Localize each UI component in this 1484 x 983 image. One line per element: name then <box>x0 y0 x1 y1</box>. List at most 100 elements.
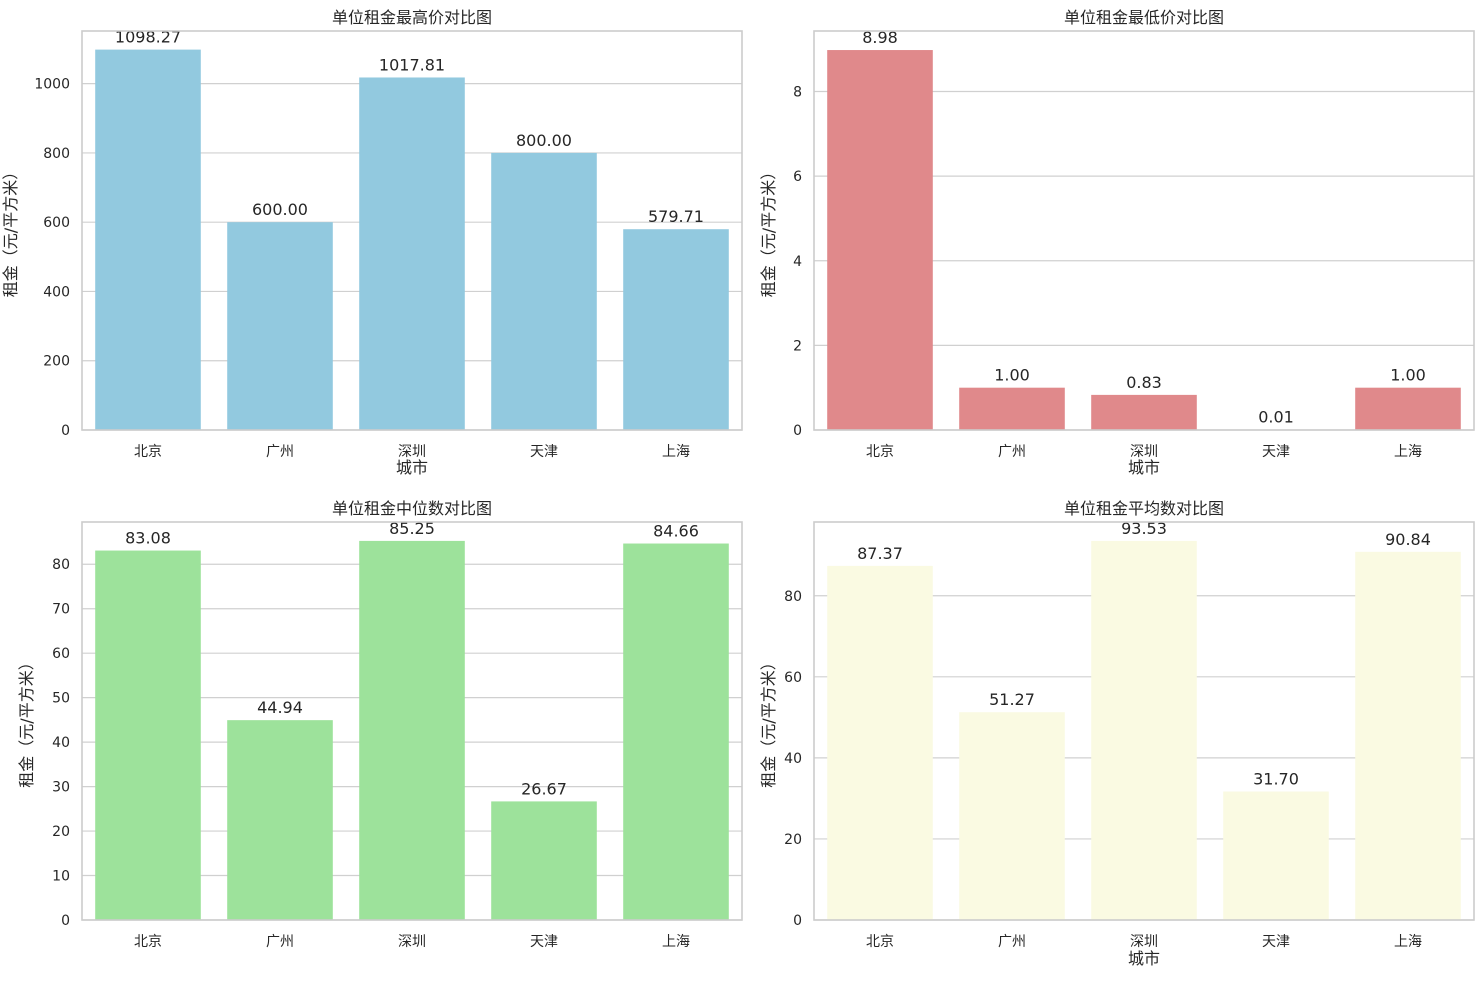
y-tick-label: 0 <box>793 423 802 439</box>
data-label: 1.00 <box>1390 366 1426 385</box>
y-tick-label: 40 <box>52 735 70 751</box>
x-tick-label: 上海 <box>1394 444 1422 460</box>
y-tick-label: 200 <box>43 354 70 370</box>
y-tick-label: 80 <box>784 589 802 605</box>
x-tick-label: 上海 <box>662 444 690 460</box>
data-label: 0.83 <box>1126 373 1162 392</box>
bar <box>1223 791 1329 920</box>
bar <box>491 152 597 430</box>
x-axis-title: 城市 <box>1128 949 1160 968</box>
y-axis-title: 租金（元/平方米） <box>759 164 778 297</box>
x-tick-label: 广州 <box>998 934 1026 950</box>
x-axis-title: 城市 <box>396 458 428 477</box>
data-label: 84.66 <box>653 522 699 541</box>
y-tick-label: 30 <box>52 780 70 796</box>
data-label: 31.70 <box>1253 770 1299 789</box>
plot-frame <box>81 30 743 431</box>
x-tick-label: 天津 <box>1262 934 1290 950</box>
plot-frame <box>81 521 743 921</box>
bar <box>359 77 465 430</box>
x-tick-label: 深圳 <box>1130 934 1158 950</box>
chart-panel-2: 0 2 4 6 8 8.98 北京 1.00 广州 0.83 深圳 0.01 天津 1.00 上海 单位租金最… <box>759 8 1475 477</box>
bar <box>95 49 201 430</box>
data-label: 579.71 <box>648 207 704 226</box>
bar <box>623 543 729 920</box>
x-tick-label: 深圳 <box>398 934 426 950</box>
chart-panel-4: 0 20 40 60 80 87.37 北京 51.27 广州 93.53 深圳 31.70 天津 90.… <box>759 499 1475 968</box>
data-label: 44.94 <box>257 698 303 717</box>
y-axis-title: 租金（元/平方米） <box>17 654 36 787</box>
x-tick-label: 广州 <box>266 934 294 950</box>
y-tick-label: 6 <box>793 169 802 185</box>
bar <box>1355 551 1461 920</box>
data-label: 1.00 <box>994 366 1030 385</box>
y-tick-label: 70 <box>52 602 70 618</box>
bar <box>959 387 1065 430</box>
bar <box>1091 394 1197 430</box>
y-tick-label: 50 <box>52 691 70 707</box>
y-tick-label: 40 <box>784 751 802 767</box>
x-tick-label: 北京 <box>866 934 894 950</box>
data-label: 90.84 <box>1385 530 1431 549</box>
data-label: 1098.27 <box>115 28 181 47</box>
chart-panel-3: 0 10 20 30 40 50 60 70 80 83.08 北京 44.94 广州 85.25 深圳 26… <box>17 499 743 950</box>
bar <box>491 801 597 920</box>
plot-frame <box>813 30 1475 431</box>
chart-title: 单位租金最低价对比图 <box>1064 8 1224 27</box>
x-tick-label: 天津 <box>1262 444 1290 460</box>
data-label: 87.37 <box>857 544 903 563</box>
x-tick-label: 北京 <box>134 934 162 950</box>
data-label: 51.27 <box>989 690 1035 709</box>
x-tick-label: 北京 <box>134 444 162 460</box>
y-tick-label: 80 <box>52 557 70 573</box>
bar <box>359 540 465 920</box>
data-label: 83.08 <box>125 529 171 548</box>
y-tick-label: 4 <box>793 254 802 270</box>
y-tick-label: 1000 <box>34 77 70 93</box>
y-axis-title: 租金（元/平方米） <box>1 164 20 297</box>
y-tick-label: 0 <box>61 913 70 929</box>
bar <box>227 720 333 920</box>
y-tick-label: 0 <box>793 913 802 929</box>
y-tick-label: 20 <box>52 824 70 840</box>
data-label: 600.00 <box>252 200 308 219</box>
bar <box>827 50 933 431</box>
x-tick-label: 上海 <box>1394 934 1422 950</box>
x-tick-label: 广州 <box>998 444 1026 460</box>
data-label: 0.01 <box>1258 408 1294 427</box>
plot-frame <box>813 521 1475 921</box>
data-label: 800.00 <box>516 131 572 150</box>
x-tick-label: 深圳 <box>1130 444 1158 460</box>
x-tick-label: 天津 <box>530 444 558 460</box>
y-tick-label: 10 <box>52 869 70 885</box>
data-label: 93.53 <box>1121 519 1167 538</box>
y-tick-label: 600 <box>43 215 70 231</box>
bar <box>227 222 333 430</box>
y-tick-label: 2 <box>793 338 802 354</box>
bar <box>623 229 729 430</box>
y-tick-label: 400 <box>43 284 70 300</box>
y-tick-label: 0 <box>61 423 70 439</box>
x-tick-label: 广州 <box>266 444 294 460</box>
x-axis-title: 城市 <box>1128 458 1160 477</box>
x-tick-label: 上海 <box>662 934 690 950</box>
bar <box>959 712 1065 920</box>
data-label: 85.25 <box>389 519 435 538</box>
x-tick-label: 北京 <box>866 444 894 460</box>
x-tick-label: 深圳 <box>398 444 426 460</box>
y-axis-title: 租金（元/平方米） <box>759 654 778 787</box>
data-label: 8.98 <box>862 28 898 47</box>
chart-title: 单位租金平均数对比图 <box>1064 499 1224 518</box>
bar <box>95 550 201 920</box>
chart-panel-1: 0 200 400 600 800 1000 1098.27 北京 600.00 广州 1017.8… <box>1 8 743 477</box>
y-tick-label: 60 <box>52 646 70 662</box>
chart-title: 单位租金中位数对比图 <box>332 499 492 518</box>
bar <box>827 565 933 920</box>
bar <box>1091 540 1197 920</box>
y-tick-label: 20 <box>784 832 802 848</box>
y-tick-label: 8 <box>793 85 802 101</box>
data-label: 1017.81 <box>379 55 445 74</box>
bar <box>1355 387 1461 430</box>
y-tick-label: 60 <box>784 670 802 686</box>
x-tick-label: 天津 <box>530 934 558 950</box>
